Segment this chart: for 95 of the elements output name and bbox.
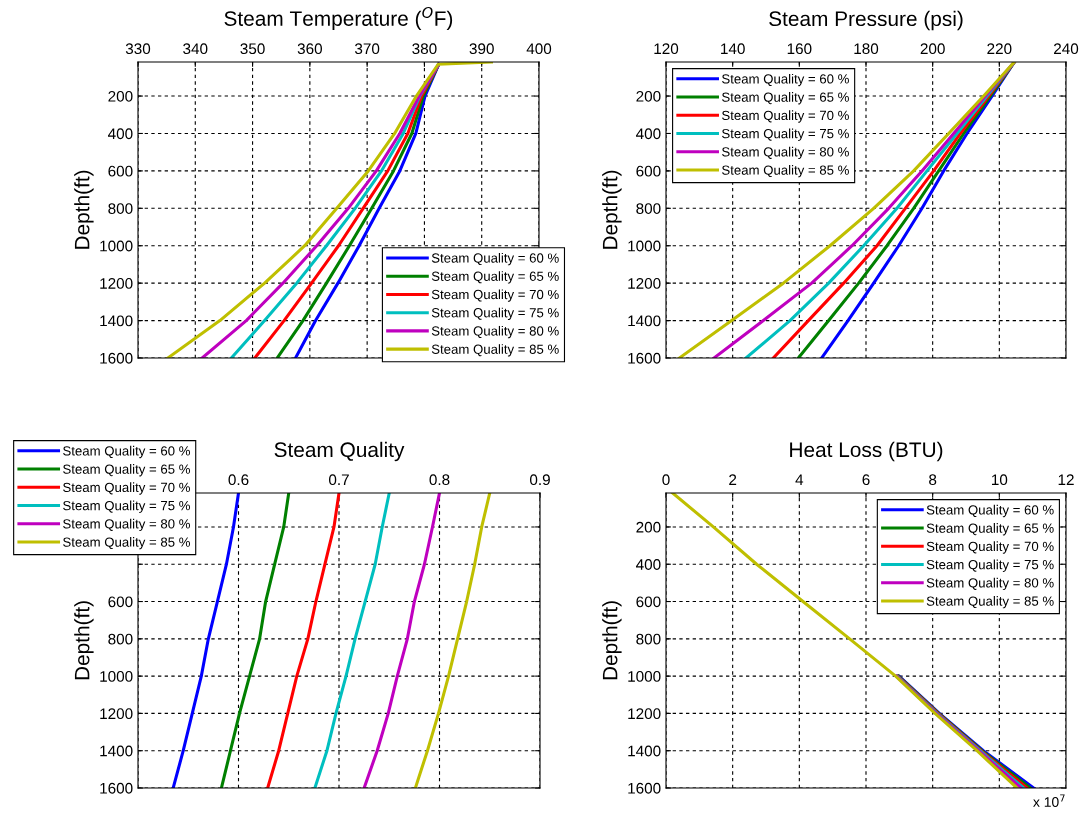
y-tick-label: 600 [636, 165, 661, 177]
line-series [266, 493, 341, 788]
y-tick-label: 600 [636, 596, 661, 608]
y-axis-title: Depth(ft) [602, 170, 622, 249]
legend-label: Steam Quality = 70 % [722, 110, 849, 123]
chart-title: Steam Temperature ($^{O}$F) [224, 6, 453, 31]
x-tick-label: 4 [795, 474, 804, 485]
y-tick-label: 400 [108, 128, 133, 140]
chart-title: Steam Pressure (psi) [769, 10, 963, 31]
y-tick-label: 400 [636, 128, 661, 140]
y-tick-label: 1400 [100, 315, 133, 327]
y-tick-label: 1600 [628, 352, 661, 364]
y-tick-label: 1400 [628, 315, 661, 327]
y-tick-label: 1200 [100, 278, 133, 289]
x-tick-label: 0.7 [328, 474, 349, 486]
legend-label: Steam Quality = 60 % [926, 504, 1054, 518]
x-tick-label: 2 [729, 474, 737, 485]
y-tick-label: 1200 [628, 708, 661, 720]
x-tick-label: 120 [654, 43, 679, 55]
y-tick-label: 800 [108, 203, 133, 214]
chart-title: Heat Loss (BTU) [790, 441, 943, 462]
legend-label: Steam Quality = 70 % [926, 541, 1054, 554]
y-tick-label: 1600 [100, 782, 133, 794]
y-tick-label: 200 [636, 521, 661, 533]
x-tick-label: 200 [920, 43, 945, 55]
text: x 10$^{7}$ [1033, 794, 1065, 807]
y-tick-label: 400 [636, 559, 661, 570]
x-tick-label: 140 [721, 43, 745, 55]
y-tick-label: 800 [108, 633, 133, 645]
legend-label: Steam Quality = 60 % [722, 73, 849, 87]
x-tick-label: 0.6 [228, 474, 249, 486]
legend-label: Steam Quality = 65 % [722, 92, 849, 105]
y-tick-label: 1400 [100, 745, 133, 757]
x-tick-label: 370 [354, 43, 380, 55]
legend-label: Steam Quality = 70 % [431, 289, 559, 302]
y-tick-label: 1200 [628, 278, 661, 289]
legend-label: Steam Quality = 75 % [431, 307, 559, 321]
y-tick-label: 1600 [628, 782, 661, 794]
y-tick-label: 200 [108, 90, 133, 102]
legend-label: Steam Quality = 80 % [926, 577, 1054, 591]
y-axis-title: Depth(ft) [74, 170, 94, 249]
y-tick-label: 1200 [100, 708, 133, 720]
y-tick-label: 200 [636, 90, 661, 102]
x-tick-label: 0.9 [529, 474, 550, 486]
legend-label: Steam Quality = 70 % [63, 482, 190, 495]
x-tick-label: 0 [662, 474, 670, 486]
x-tick-label: 6 [862, 474, 870, 486]
x-tick-label: 8 [929, 474, 937, 486]
x-tick-label: 160 [787, 43, 812, 55]
y-axis-title: Depth(ft) [74, 601, 94, 680]
legend-label: Steam Quality = 75 % [63, 500, 190, 513]
x-tick-label: 340 [183, 43, 208, 55]
legend-label: Steam Quality = 60 % [63, 445, 190, 459]
chart-title: Steam Quality [274, 441, 405, 462]
y-tick-label: 1400 [628, 745, 661, 757]
line-series [413, 493, 492, 788]
legend-label: Steam Quality = 75 % [926, 559, 1054, 572]
x-tick-label: 350 [240, 43, 265, 55]
legend-label: Steam Quality = 80 % [722, 146, 849, 160]
legend-label: Steam Quality = 80 % [431, 325, 559, 339]
legend-label: Steam Quality = 65 % [926, 523, 1054, 536]
y-tick-label: 600 [108, 596, 133, 608]
y-tick-label: 1000 [628, 240, 661, 252]
y-tick-label: 1000 [100, 670, 133, 682]
y-axis-title: Depth(ft) [602, 601, 622, 680]
y-tick-label: 800 [636, 633, 661, 645]
y-tick-label: 1000 [628, 670, 661, 682]
line-series [313, 493, 391, 788]
legend-label: Steam Quality = 85 % [722, 165, 849, 178]
legend-label: Steam Quality = 85 % [63, 537, 190, 550]
line-series [219, 493, 291, 788]
legend-label: Steam Quality = 75 % [722, 128, 849, 141]
x-tick-label: 180 [854, 43, 879, 55]
x-tick-label: 390 [469, 43, 494, 55]
line-series [362, 493, 442, 788]
x-tick-label: 400 [526, 43, 552, 55]
x-tick-label: 240 [1054, 43, 1079, 55]
x-tick-label: 0.8 [429, 474, 450, 486]
x-tick-label: 330 [125, 43, 151, 55]
y-tick-label: 1600 [100, 352, 133, 364]
y-tick-label: 800 [636, 203, 661, 214]
legend-label: Steam Quality = 85 % [431, 344, 559, 357]
x-tick-label: 220 [987, 43, 1012, 55]
y-tick-label: 600 [108, 165, 133, 177]
legend-label: Steam Quality = 65 % [63, 464, 190, 477]
y-tick-label: 1000 [100, 240, 133, 252]
legend-label: Steam Quality = 80 % [63, 518, 190, 532]
legend-label: Steam Quality = 65 % [431, 271, 559, 284]
x-tick-label: 360 [297, 43, 323, 55]
x-tick-label: 12 [1058, 474, 1074, 485]
x-tick-label: 10 [992, 474, 1008, 486]
legend-label: Steam Quality = 60 % [431, 253, 559, 266]
legend-label: Steam Quality = 85 % [926, 596, 1054, 609]
line-series [671, 493, 1019, 788]
x-tick-label: 380 [412, 43, 437, 55]
